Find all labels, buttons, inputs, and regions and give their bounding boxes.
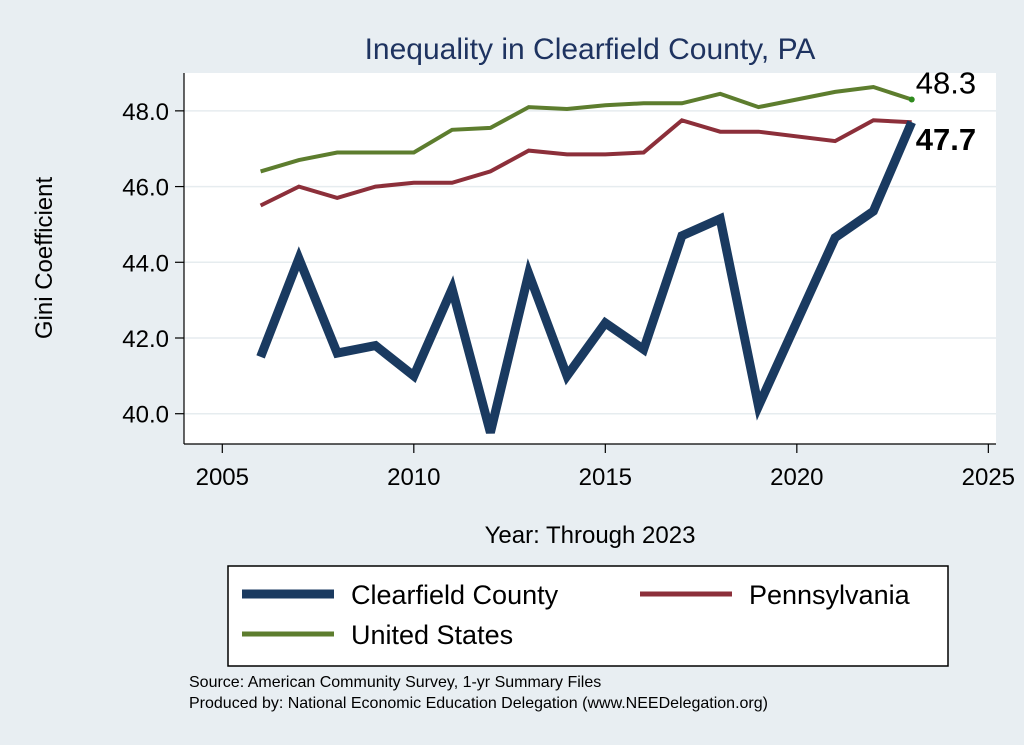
end-label-county: 47.7 xyxy=(916,122,976,157)
legend-label-united-states: United States xyxy=(351,620,513,650)
legend-label-pennsylvania: Pennsylvania xyxy=(749,580,911,610)
y-tick-label: 44.0 xyxy=(122,250,169,277)
x-tick-label: 2010 xyxy=(387,464,440,491)
y-tick-label: 46.0 xyxy=(122,175,169,202)
x-tick-label: 2015 xyxy=(579,464,632,491)
series-line-clearfield-county xyxy=(256,120,916,434)
x-tick-label: 2020 xyxy=(770,464,823,491)
series-line-united-states xyxy=(260,84,913,174)
y-axis-title: Gini Coefficient xyxy=(31,177,58,340)
chart-title: Inequality in Clearfield County, PA xyxy=(365,33,816,66)
producer-line: Produced by: National Economic Education… xyxy=(189,695,768,712)
x-tick-label: 2025 xyxy=(962,464,1015,491)
legend-box xyxy=(227,565,949,667)
y-tick-label: 48.0 xyxy=(122,99,169,126)
series-line-pennsylvania xyxy=(259,118,912,208)
us-end-marker xyxy=(908,96,915,103)
legend-label-clearfield-county: Clearfield County xyxy=(351,580,559,610)
legend: Clearfield County Pennsylvania United St… xyxy=(227,565,949,667)
x-tick-label: 2005 xyxy=(196,464,249,491)
end-label-us: 48.3 xyxy=(916,66,976,101)
y-tick-label: 42.0 xyxy=(122,326,169,353)
source-line: Source: American Community Survey, 1-yr … xyxy=(189,674,601,691)
series-layer xyxy=(256,84,916,434)
ticks: 40.0 42.0 44.0 46.0 48.0 2005 2010 2015 2020 2025 xyxy=(122,99,1015,491)
axes xyxy=(183,73,996,445)
gridlines xyxy=(184,110,996,415)
plot-area xyxy=(184,73,996,444)
end-labels: 48.3 47.7 xyxy=(916,66,976,158)
x-axis-title: Year: Through 2023 xyxy=(485,522,696,549)
y-tick-label: 40.0 xyxy=(122,402,169,429)
